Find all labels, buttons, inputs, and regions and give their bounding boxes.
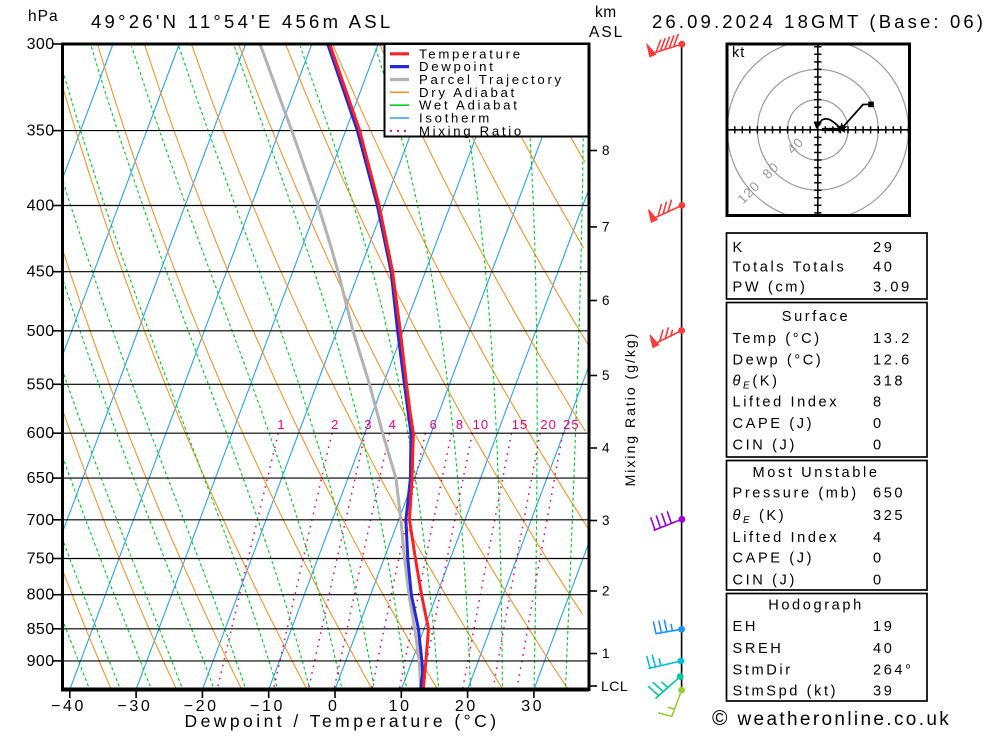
svg-text:1: 1 [602,646,610,661]
svg-text:3: 3 [602,513,610,528]
svg-text:Hodograph: Hodograph [768,598,864,614]
svg-text:700: 700 [27,512,55,529]
svg-text:CIN (J): CIN (J) [733,437,797,453]
svg-text:264°: 264° [873,663,914,679]
svg-text:Dewpoint: Dewpoint [419,59,496,74]
svg-text:8: 8 [456,417,464,432]
svg-text:8: 8 [873,395,884,411]
svg-text:Wet Adiabat: Wet Adiabat [419,98,520,113]
svg-text:650: 650 [873,486,905,502]
svg-text:−30: −30 [117,698,152,715]
svg-text:6: 6 [430,417,438,432]
svg-text:K: K [733,240,745,256]
svg-text:15: 15 [512,417,528,432]
svg-text:12.6: 12.6 [873,353,912,369]
svg-text:29: 29 [873,240,894,256]
svg-text:Mixing Ratio (g/kg): Mixing Ratio (g/kg) [622,332,638,487]
svg-text:0: 0 [873,416,884,432]
svg-text:Dewpoint / Temperature (°C): Dewpoint / Temperature (°C) [184,711,499,731]
svg-text:4: 4 [602,441,610,456]
svg-text:StmDir: StmDir [733,663,793,679]
svg-text:Parcel Trajectory: Parcel Trajectory [419,72,564,87]
svg-text:Surface: Surface [782,309,851,325]
svg-text:26.09.2024 18GMT (Base: 06): 26.09.2024 18GMT (Base: 06) [652,11,986,32]
svg-text:3: 3 [364,417,372,432]
svg-text:ASL: ASL [589,24,624,41]
svg-text:Temp (°C): Temp (°C) [733,331,822,347]
svg-text:40: 40 [873,641,894,657]
svg-text:13.2: 13.2 [873,331,912,347]
svg-text:325: 325 [873,508,905,524]
svg-text:Most Unstable: Most Unstable [752,465,879,481]
svg-text:−20: −20 [184,698,219,715]
svg-text:CAPE (J): CAPE (J) [733,416,815,432]
svg-text:Totals Totals: Totals Totals [733,260,847,276]
svg-text:750: 750 [27,551,55,568]
svg-text:Dewp (°C): Dewp (°C) [733,353,824,369]
svg-text:SREH: SREH [733,641,784,657]
svg-text:StmSpd (kt): StmSpd (kt) [733,683,839,699]
svg-text:−40: −40 [51,698,86,715]
svg-text:30: 30 [521,698,544,715]
svg-text:10: 10 [473,417,489,432]
svg-text:900: 900 [27,653,55,670]
svg-text:40: 40 [873,260,894,276]
svg-text:25: 25 [563,417,579,432]
svg-text:Lifted Index: Lifted Index [733,395,840,411]
svg-text:0: 0 [873,437,884,453]
svg-text:350: 350 [27,123,55,140]
svg-text:20: 20 [540,417,556,432]
svg-text:7: 7 [602,220,610,235]
svg-text:Dry Adiabat: Dry Adiabat [419,85,517,100]
svg-text:2: 2 [602,584,610,599]
svg-text:0: 0 [873,551,884,567]
svg-text:800: 800 [27,587,55,604]
svg-text:49°26'N 11°54'E 456m ASL: 49°26'N 11°54'E 456m ASL [91,11,393,32]
svg-text:4: 4 [873,530,884,546]
svg-text:20: 20 [455,698,478,715]
svg-text:850: 850 [27,621,55,638]
svg-text:19: 19 [873,619,894,635]
svg-text:318: 318 [873,373,905,389]
svg-text:39: 39 [873,683,894,699]
svg-text:650: 650 [27,470,55,487]
svg-text:Lifted Index: Lifted Index [733,530,840,546]
svg-text:8: 8 [602,143,610,158]
svg-text:θE (K): θE (K) [733,508,787,526]
svg-text:0: 0 [873,573,884,589]
svg-text:kt: kt [732,45,745,61]
svg-text:km: km [595,4,617,21]
svg-text:550: 550 [27,376,55,393]
svg-text:PW (cm): PW (cm) [733,279,808,295]
svg-text:Mixing Ratio: Mixing Ratio [419,123,524,138]
svg-text:600: 600 [27,425,55,442]
svg-text:5: 5 [602,368,610,383]
svg-text:1: 1 [277,417,285,432]
svg-text:10: 10 [389,698,412,715]
svg-text:300: 300 [27,36,55,53]
svg-text:hPa: hPa [28,8,59,25]
svg-text:© weatheronline.co.uk: © weatheronline.co.uk [712,707,951,730]
svg-text:3.09: 3.09 [873,279,912,295]
svg-text:Temperature: Temperature [419,46,523,61]
svg-text:LCL: LCL [601,678,628,694]
svg-text:450: 450 [27,264,55,281]
svg-text:CAPE (J): CAPE (J) [733,551,815,567]
svg-text:CIN (J): CIN (J) [733,573,797,589]
svg-text:Isotherm: Isotherm [419,111,492,126]
svg-text:6: 6 [602,293,610,308]
svg-text:θE(K): θE(K) [733,373,780,391]
svg-text:2: 2 [331,417,339,432]
svg-text:Pressure (mb): Pressure (mb) [733,486,859,502]
svg-text:400: 400 [27,198,55,215]
svg-text:500: 500 [27,323,55,340]
svg-text:−10: −10 [250,698,285,715]
svg-text:0: 0 [328,698,340,715]
svg-text:4: 4 [389,417,397,432]
svg-text:EH: EH [733,619,758,635]
